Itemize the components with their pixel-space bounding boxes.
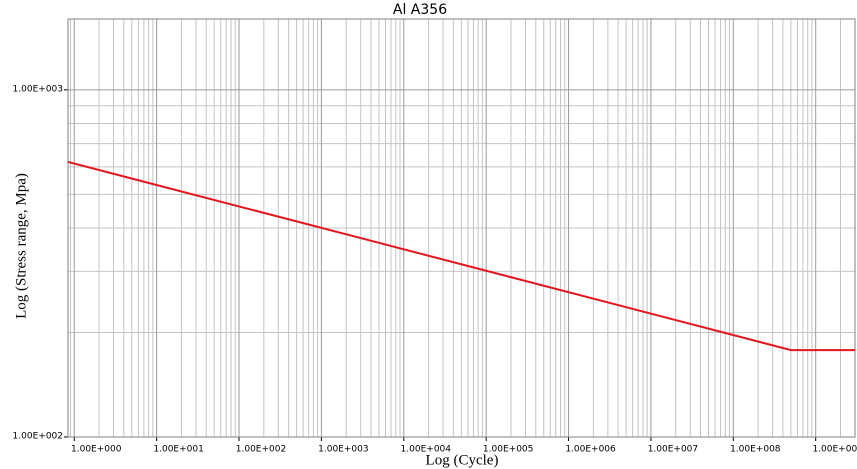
x-tick-label: 1.00E+000 bbox=[71, 445, 122, 455]
x-axis-label: Log (Cycle) bbox=[426, 452, 499, 468]
plot-frame bbox=[67, 18, 856, 438]
x-tick-label: 1.00E+002 bbox=[236, 445, 286, 455]
x-tick-label: 1.00E+009 bbox=[812, 445, 857, 455]
x-tick-label: 1.00E+008 bbox=[730, 445, 781, 455]
y-tick-label: 1.00E+002 bbox=[13, 432, 63, 442]
y-tick-label: 1.00E+003 bbox=[13, 84, 63, 94]
x-tick-label: 1.00E+001 bbox=[153, 445, 203, 455]
x-tick-label: 1.00E+004 bbox=[401, 445, 452, 455]
x-tick-label: 1.00E+006 bbox=[565, 445, 616, 455]
x-tick-label: 1.00E+003 bbox=[318, 445, 368, 455]
x-tick-label: 1.00E+005 bbox=[483, 445, 533, 455]
y-axis-label: Log (Stress range, Mpa) bbox=[13, 173, 29, 319]
x-tick-label: 1.00E+007 bbox=[648, 445, 698, 455]
data-line bbox=[67, 160, 855, 352]
chart-title: Al A356 bbox=[393, 2, 447, 18]
